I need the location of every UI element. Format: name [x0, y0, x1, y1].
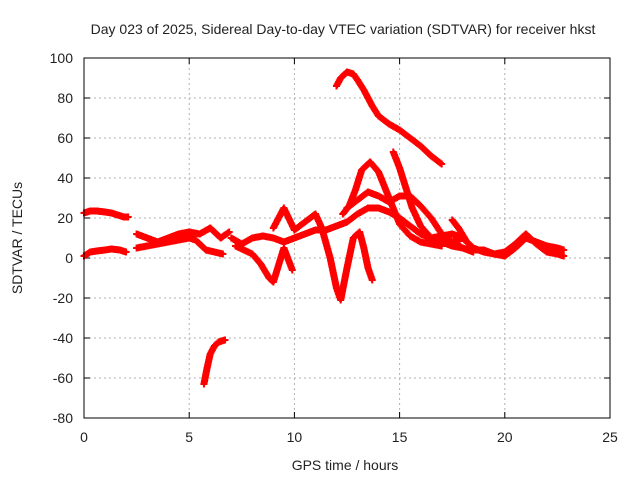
- y-tick-label: 40: [57, 170, 73, 186]
- y-axis-label: SDTVAR / TECUs: [9, 182, 25, 294]
- data-point: [560, 252, 568, 260]
- data-point: [368, 276, 376, 284]
- data-points: [80, 68, 568, 388]
- y-tick-label: -40: [53, 330, 73, 346]
- data-point: [438, 160, 446, 168]
- x-tick-label: 0: [80, 429, 88, 445]
- data-point: [221, 336, 229, 344]
- data-point: [122, 248, 130, 256]
- y-tick-label: 0: [65, 250, 73, 266]
- data-point: [225, 228, 233, 236]
- y-tick-label: 80: [57, 90, 73, 106]
- data-point: [288, 266, 296, 274]
- x-tick-label: 5: [185, 429, 193, 445]
- x-tick-label: 20: [497, 429, 513, 445]
- x-axis-label: GPS time / hours: [292, 457, 399, 473]
- y-tick-label: 100: [50, 50, 74, 66]
- x-tick-label: 25: [602, 429, 618, 445]
- x-tick-label: 15: [392, 429, 408, 445]
- y-tick-label: -20: [53, 290, 73, 306]
- data-point: [219, 250, 227, 258]
- tick-labels: 0 5 10 15 20 25 -80 -60 -40 -20 0 20 40 60 80 100: [50, 50, 618, 445]
- plot-frame: [83, 57, 611, 419]
- data-point: [560, 246, 568, 254]
- chart-title: Day 023 of 2025, Sidereal Day-to-day VTE…: [91, 21, 596, 37]
- y-tick-label: 60: [57, 130, 73, 146]
- y-tick-label: -80: [53, 410, 73, 426]
- data-point: [124, 213, 132, 221]
- y-tick-label: 20: [57, 210, 73, 226]
- x-tick-label: 10: [287, 429, 303, 445]
- y-tick-label: -60: [53, 370, 73, 386]
